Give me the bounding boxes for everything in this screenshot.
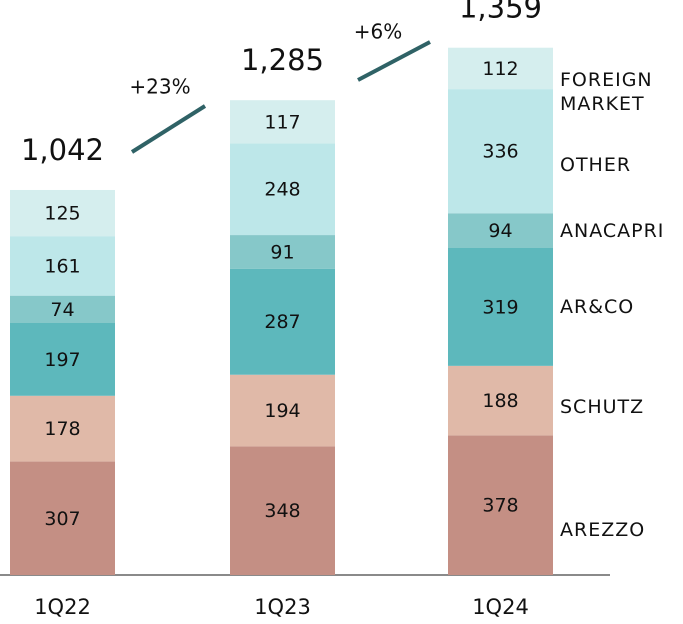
bar-segment	[448, 247, 553, 366]
bar-segment	[230, 143, 335, 236]
segment-label: 378	[482, 495, 518, 517]
segment-label: 125	[44, 203, 80, 225]
segment-label: 307	[44, 508, 80, 530]
total-label: 1,042	[21, 133, 104, 167]
growth-line	[357, 40, 431, 82]
bar-segment	[10, 395, 115, 462]
segment-label: 94	[488, 220, 512, 242]
bar-segment	[230, 374, 335, 447]
bar-segment	[10, 461, 115, 575]
segment-label: 336	[482, 141, 518, 163]
segment-label: 91	[270, 241, 294, 263]
segment-label: 161	[44, 255, 80, 277]
bar-segment	[448, 47, 553, 90]
bar-segment	[230, 446, 335, 575]
bar-segment	[448, 365, 553, 436]
growth-line	[130, 104, 207, 154]
segment-label: 112	[482, 58, 518, 80]
legend-label: AREZZO	[560, 519, 646, 541]
x-tick-label: 1Q24	[472, 595, 529, 619]
x-tick-label: 1Q22	[34, 595, 91, 619]
segment-label: 74	[50, 299, 74, 321]
x-tick-label: 1Q23	[254, 595, 311, 619]
total-label: 1,359	[459, 0, 542, 25]
growth-label: +6%	[354, 20, 403, 44]
segment-label: 197	[44, 349, 80, 371]
segment-label: 194	[264, 400, 300, 422]
segment-label: 178	[44, 418, 80, 440]
bar-segment	[10, 189, 115, 237]
bar-segment	[448, 213, 553, 248]
total-label: 1,285	[241, 43, 324, 77]
legend-label: ANACAPRI	[560, 220, 665, 242]
segment-label: 319	[482, 296, 518, 318]
bar-segment	[230, 235, 335, 269]
bar-segment	[230, 100, 335, 144]
bar-segment	[448, 89, 553, 214]
bar-segment	[230, 268, 335, 375]
bar-segment	[10, 236, 115, 296]
bar-segment	[10, 323, 115, 396]
legend-label: SCHUTZ	[560, 396, 645, 418]
segment-label: 248	[264, 179, 300, 201]
growth-label: +23%	[129, 75, 190, 99]
segment-label: 348	[264, 500, 300, 522]
bar-segment	[448, 435, 553, 575]
legend-label: OTHER	[560, 154, 632, 176]
bar-segment	[10, 295, 115, 324]
segment-label: 117	[264, 111, 300, 133]
legend-label: FOREIGN MARKET	[560, 69, 653, 115]
legend-label: AR&CO	[560, 296, 635, 318]
segment-label: 287	[264, 311, 300, 333]
segment-label: 188	[482, 390, 518, 412]
